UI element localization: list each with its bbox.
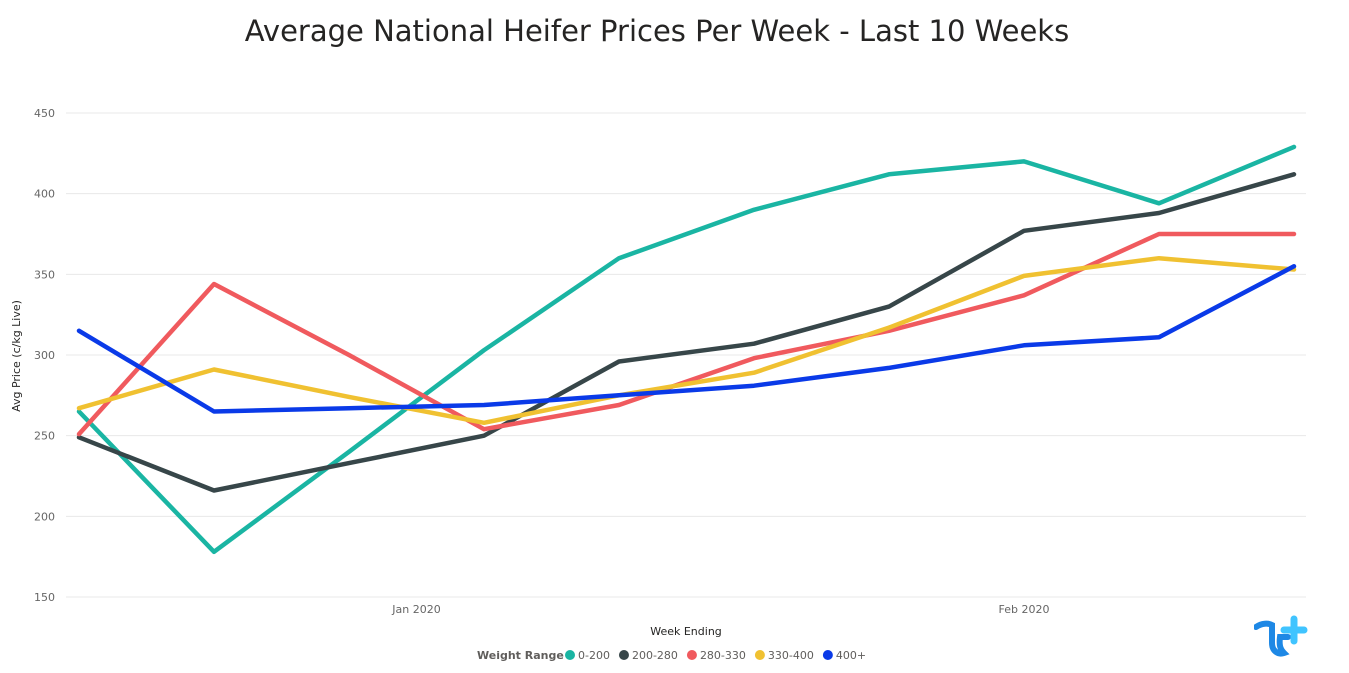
- series-line-0-200[interactable]: [76, 144, 1297, 555]
- y-tick-label: 200: [34, 510, 55, 523]
- legend-label[interactable]: 280-330: [700, 649, 746, 662]
- legend-marker[interactable]: [618, 650, 629, 660]
- x-tick-label: Jan 2020: [391, 603, 440, 616]
- y-tick-label: 350: [34, 268, 55, 281]
- y-tick-label: 450: [34, 107, 55, 120]
- x-axis-title: Week Ending: [650, 625, 722, 638]
- brand-logo: [1254, 615, 1308, 657]
- series-line-330-400[interactable]: [76, 255, 1297, 426]
- x-tick-label: Feb 2020: [999, 603, 1050, 616]
- y-axis-ticks: 150 200 250 300 350 400 450: [34, 107, 55, 604]
- chart-title: Average National Heifer Prices Per Week …: [244, 14, 1070, 48]
- legend-marker[interactable]: [754, 650, 765, 660]
- legend-label[interactable]: 200-280: [632, 649, 678, 662]
- legend-marker[interactable]: [686, 650, 697, 660]
- logo-mark: [1254, 620, 1291, 657]
- legend-items: 0-200 200-280 280-330 330-400 400+: [565, 649, 866, 662]
- logo-cross: [1280, 615, 1308, 645]
- x-axis-ticks: Jan 2020 Feb 2020: [391, 603, 1049, 616]
- legend-label[interactable]: 0-200: [578, 649, 610, 662]
- legend-marker[interactable]: [565, 650, 575, 660]
- series-line-400+[interactable]: [76, 264, 1297, 414]
- legend-marker[interactable]: [822, 650, 833, 660]
- y-axis-title: Avg Price (c/kg Live): [10, 300, 23, 412]
- series-line-280-330[interactable]: [76, 231, 1297, 437]
- y-tick-label: 400: [34, 188, 55, 201]
- legend: Weight Range 0-200 200-280 280-330 330-400 4…: [477, 649, 866, 662]
- y-tick-label: 150: [34, 591, 55, 604]
- series-lines: [76, 144, 1297, 555]
- gridlines: [66, 112, 1306, 598]
- legend-label[interactable]: 330-400: [768, 649, 814, 662]
- legend-label[interactable]: 400+: [836, 649, 866, 662]
- series-line-200-280[interactable]: [76, 172, 1297, 493]
- y-tick-label: 300: [34, 349, 55, 362]
- y-tick-label: 250: [34, 430, 55, 443]
- legend-title: Weight Range: [477, 649, 564, 662]
